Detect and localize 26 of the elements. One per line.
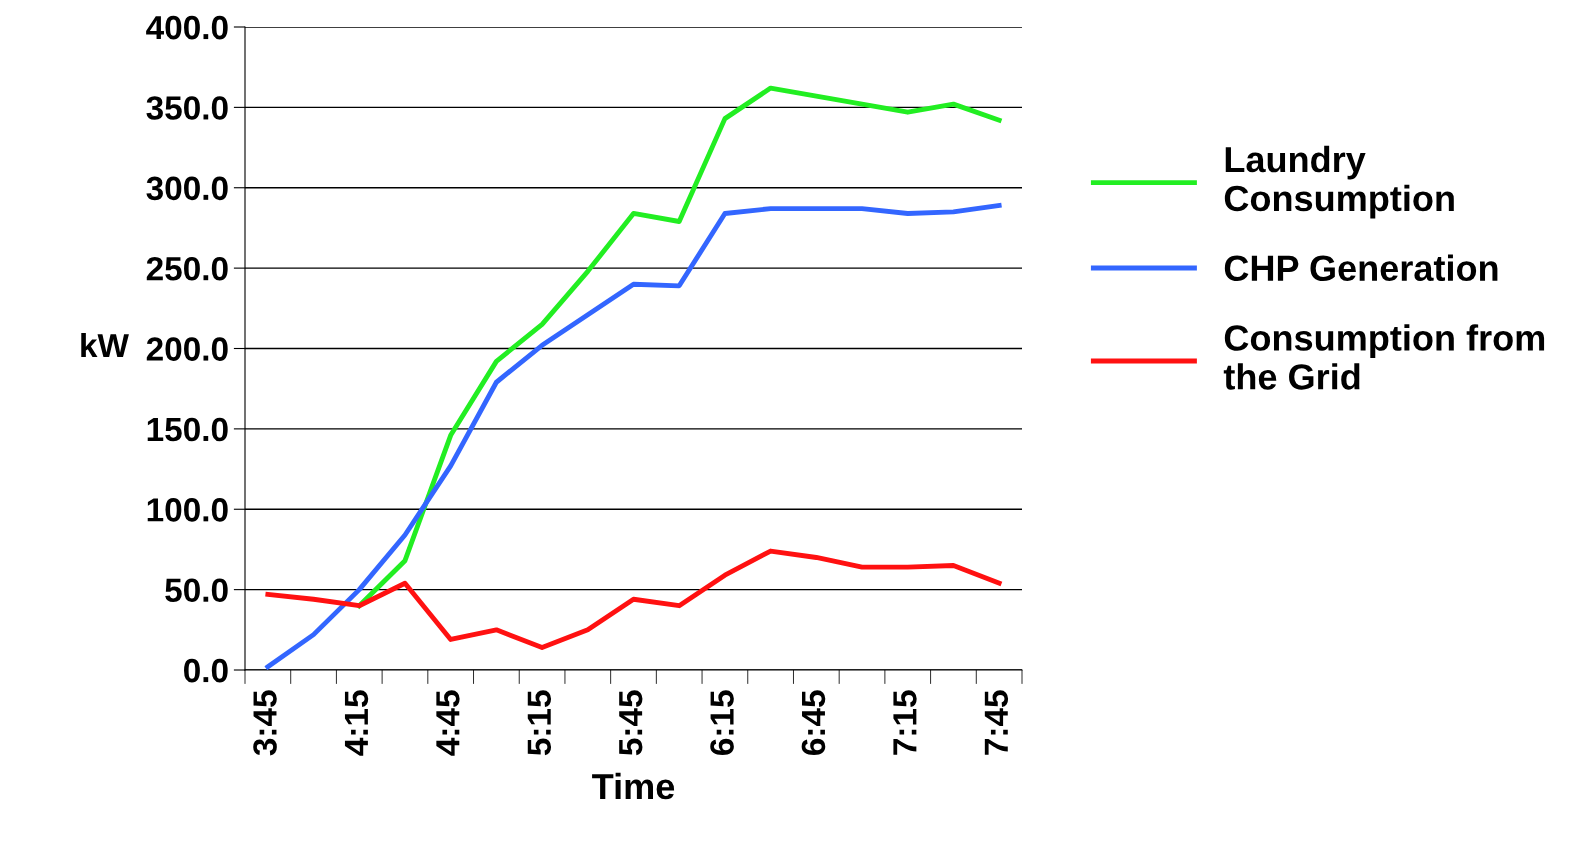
y-tick-label: 100.0 [147, 498, 228, 522]
y-tick-label: 200.0 [146, 337, 228, 361]
y-axis-title: kW [81, 332, 129, 358]
y-tick-label: 350.0 [146, 96, 228, 120]
x-tick-label: 6:15 [710, 690, 734, 755]
x-tick-label: 4:45 [436, 690, 460, 756]
y-tick-label: 300.0 [146, 176, 228, 201]
y-tick-label: 250.0 [146, 256, 228, 281]
legend-label: Laundry Consumption [1224, 145, 1454, 219]
legend-label: CHP Generation [1224, 254, 1498, 282]
x-tick-label: 5:15 [527, 690, 552, 756]
x-tick-label: 7:15 [893, 690, 917, 755]
y-tick-label: 50.0 [165, 578, 228, 603]
x-tick-label: 5:45 [619, 690, 643, 756]
line-series [356, 85, 1002, 609]
line-series [265, 548, 1002, 650]
x-tick-label: 3:45 [253, 690, 277, 756]
legend-label: Consumption from the Grid [1223, 324, 1545, 390]
x-axis-title: Time [592, 772, 675, 800]
x-tick-label: 7:45 [984, 690, 1009, 755]
line-series [265, 203, 1002, 670]
y-tick-label: 0.0 [184, 658, 228, 683]
x-tick-label: 4:15 [344, 690, 369, 756]
y-tick-label: 150.0 [147, 417, 228, 442]
x-tick-label: 6:45 [801, 690, 826, 755]
y-tick-label: 400.0 [146, 15, 228, 40]
